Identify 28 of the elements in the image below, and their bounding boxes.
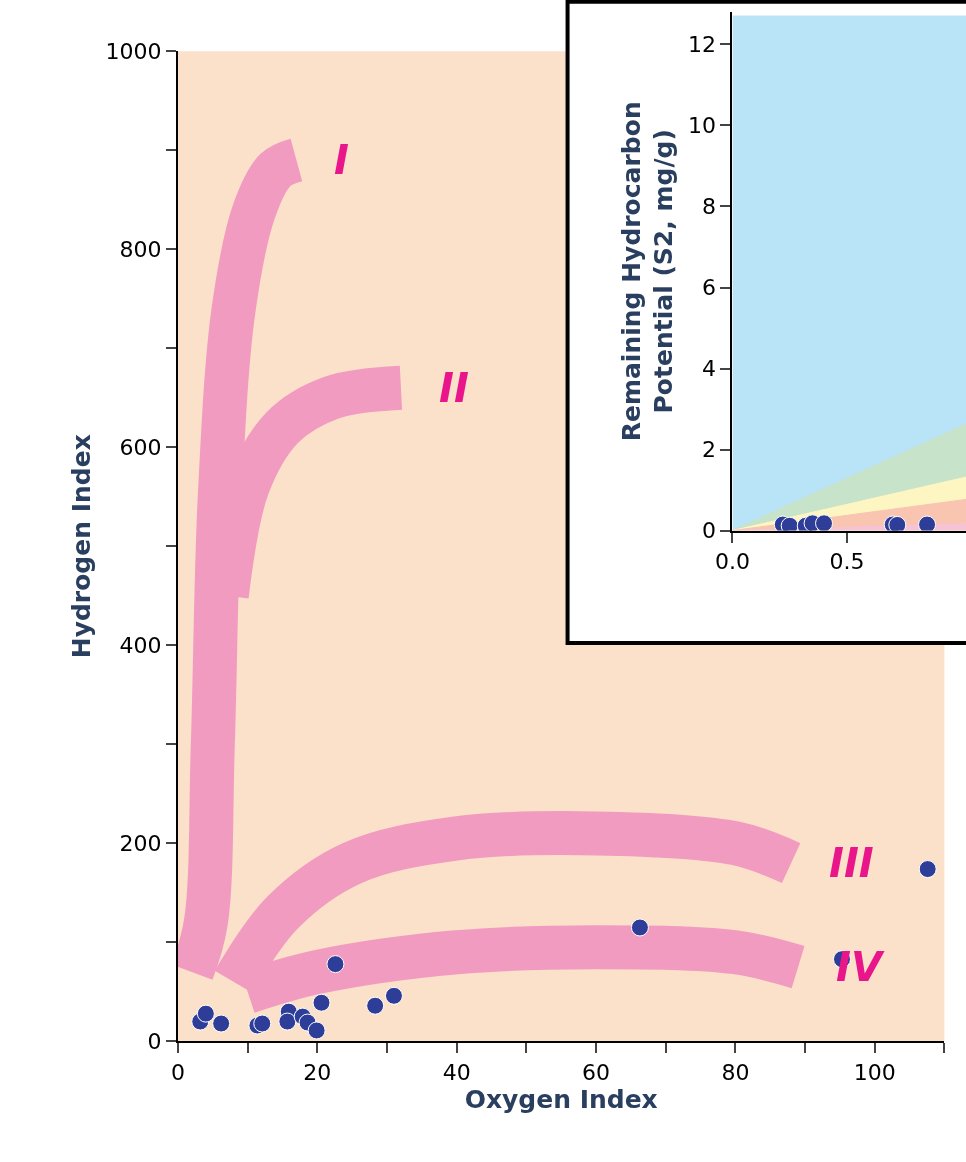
x-tick-label: 100 [853, 1059, 896, 1085]
y-tick-label: 1000 [105, 38, 162, 64]
x-tick-label: 0.5 [829, 549, 865, 574]
y-tick-label: 12 [688, 32, 717, 58]
series-label: I [334, 137, 349, 183]
y-tick-label: 400 [119, 632, 162, 658]
y-tick-label: 0 [702, 518, 717, 544]
y-tick-label: 4 [702, 356, 717, 382]
x-axis-title: Oxygen Index [464, 1084, 658, 1114]
y-tick-label: 600 [119, 434, 162, 460]
x-tick-label: 60 [582, 1059, 611, 1085]
y-tick-label: 800 [119, 236, 162, 262]
y-tick-label: 8 [702, 194, 717, 220]
y-tick-label: 200 [119, 831, 162, 857]
x-tick-label: 20 [303, 1059, 332, 1085]
x-tick-label: 40 [442, 1059, 471, 1085]
x-tick-label: 80 [721, 1059, 750, 1085]
series-label: IV [836, 944, 885, 990]
x-tick-label: 0 [170, 1059, 185, 1085]
y-tick-label: 0 [147, 1029, 162, 1055]
x-tick-label: 0.0 [714, 549, 750, 574]
y-axis-title: Hydrogen Index [66, 434, 96, 659]
y-tick-label: 10 [688, 113, 717, 139]
y-tick-label: 6 [702, 275, 717, 301]
y-axis-title: Remaining Hydrocarbon Potential (S2, mg/g) [616, 101, 679, 442]
series-label: II [439, 365, 469, 411]
y-tick-label: 2 [702, 437, 717, 463]
series-label: III [829, 840, 874, 886]
